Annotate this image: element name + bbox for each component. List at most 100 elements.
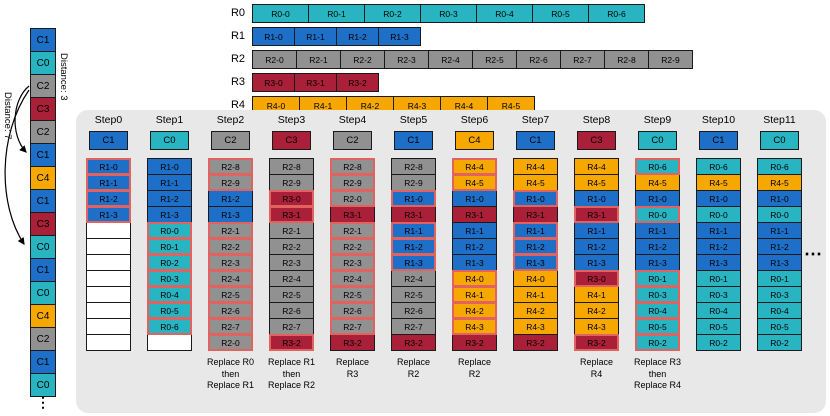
buffer-slot: R2-0 xyxy=(208,334,253,351)
step-access-cell: C0 xyxy=(760,131,799,150)
buffer-slot: R2-5 xyxy=(269,286,314,303)
continuation-ellipsis: ⋯ xyxy=(804,244,822,264)
buffer-slot: R2-5 xyxy=(330,286,375,303)
buffer-slot: R0-4 xyxy=(635,302,680,319)
buffer-slot: R0-5 xyxy=(147,302,192,319)
buffer-slot: R3-0 xyxy=(574,270,619,287)
step-note: Replace R3 then Replace R4 xyxy=(633,357,682,391)
buffer-stack: R0-6 R4-5 R1-0 R0-0 R1-1 R1-2 R1-3 R0-1 R0-3 R0-4… xyxy=(696,158,741,351)
buffer-stack: R2-8 R2-9 R1-2 R1-3 R2-1 R2-2 R2-3 R2-4 R2-5 R2-6… xyxy=(208,158,253,351)
buffer-slot-empty xyxy=(86,302,131,319)
buffer-slot: R1-1 xyxy=(757,222,802,239)
buffer-slot: R0-0 xyxy=(757,206,802,223)
buffer-stack: R4-4 R4-5 R1-0 R3-1 R1-1 R1-2 R1-3 R4-0 R4-1 R4-2… xyxy=(452,158,497,351)
step-label: Step4 xyxy=(338,114,367,126)
access-cell: C1 xyxy=(30,28,56,52)
access-cell: C0 xyxy=(30,51,56,75)
row-label: R0 xyxy=(230,7,245,19)
buffer-slot: R2-1 xyxy=(269,222,314,239)
buffer-slot: R2-7 xyxy=(391,318,436,335)
buffer-slot: R2-9 xyxy=(330,174,375,191)
row-cell: R0-6 xyxy=(588,4,645,23)
buffer-slot: R1-3 xyxy=(452,254,497,271)
step-column: Step6 C4 R4-4 R4-5 R1-0 R3-1 R1-1 R1-2 R1-3 R4-0 R… xyxy=(452,114,497,392)
buffer-slot: R0-3 xyxy=(757,286,802,303)
buffer-slot: R1-3 xyxy=(635,254,680,271)
buffer-slot: R1-3 xyxy=(147,206,192,223)
buffer-slot: R2-2 xyxy=(330,238,375,255)
buffer-slot: R2-8 xyxy=(391,158,436,175)
source-row-r0: R0 R0-0 R0-1 R0-2 R0-3 R0-4 R0-5 R0-6 xyxy=(202,4,693,23)
buffer-slot: R4-4 xyxy=(574,158,619,175)
buffer-slot: R1-1 xyxy=(391,222,436,239)
row-label: R4 xyxy=(230,99,245,111)
buffer-slot: R3-1 xyxy=(330,206,375,223)
buffer-slot: R2-4 xyxy=(208,270,253,287)
row-cell: R0-1 xyxy=(308,4,365,23)
buffer-slot: R1-1 xyxy=(635,222,680,239)
buffer-slot: R1-0 xyxy=(391,190,436,207)
buffer-slot: R3-2 xyxy=(330,334,375,351)
buffer-slot: R0-5 xyxy=(757,318,802,335)
buffer-slot: R2-1 xyxy=(330,222,375,239)
buffer-slot: R2-6 xyxy=(330,302,375,319)
row-cell: R0-2 xyxy=(364,4,421,23)
buffer-slot: R1-1 xyxy=(696,222,741,239)
buffer-slot: R2-7 xyxy=(330,318,375,335)
buffer-slot: R2-8 xyxy=(208,158,253,175)
buffer-slot: R0-0 xyxy=(696,206,741,223)
buffer-slot: R3-2 xyxy=(269,334,314,351)
step-label: Step9 xyxy=(643,114,672,126)
buffer-slot: R3-2 xyxy=(513,334,558,351)
buffer-slot: R4-0 xyxy=(513,270,558,287)
row-label: R3 xyxy=(230,76,245,88)
buffer-slot: R4-3 xyxy=(574,318,619,335)
buffer-slot: R4-4 xyxy=(513,158,558,175)
buffer-slot: R4-4 xyxy=(452,158,497,175)
buffer-slot: R1-0 xyxy=(757,190,802,207)
buffer-slot: R3-1 xyxy=(574,206,619,223)
buffer-stack: R1-0 R1-1 R1-2 R1-3 xyxy=(86,158,131,351)
step-access-cell: C3 xyxy=(577,131,616,150)
buffer-slot: R4-5 xyxy=(513,174,558,191)
access-cell: C1 xyxy=(30,258,56,282)
buffer-slot: R1-1 xyxy=(147,174,192,191)
buffer-stack: R0-6 R4-5 R1-0 R0-0 R1-1 R1-2 R1-3 R0-1 R0-3 R0-4… xyxy=(757,158,802,351)
step-label: Step1 xyxy=(155,114,184,126)
source-row-r3: R3 R3-0 R3-1 R3-2 xyxy=(202,73,693,92)
row-cell: R3-2 xyxy=(336,73,379,92)
step-label: Step5 xyxy=(399,114,428,126)
step-column: Step2 C2 R2-8 R2-9 R1-2 R1-3 R2-1 R2-2 R2-3 R2-4 R… xyxy=(207,114,254,392)
buffer-slot: R1-1 xyxy=(452,222,497,239)
buffer-slot: R0-6 xyxy=(696,158,741,175)
buffer-slot: R2-1 xyxy=(208,222,253,239)
buffer-slot: R3-1 xyxy=(452,206,497,223)
buffer-stack: R0-6 R4-5 R1-0 R0-0 R1-1 R1-2 R1-3 R0-1 R0-3 R0-4… xyxy=(635,158,680,351)
step-note: Replace R0 then Replace R1 xyxy=(206,357,255,391)
step-label: Step2 xyxy=(216,114,245,126)
buffer-slot: R4-5 xyxy=(757,174,802,191)
buffer-slot-empty xyxy=(86,334,131,351)
buffer-slot: R1-2 xyxy=(86,190,131,207)
buffer-slot: R2-6 xyxy=(391,302,436,319)
row-cell: R2-1 xyxy=(296,50,341,69)
buffer-slot: R2-5 xyxy=(391,286,436,303)
row-cell: R0-5 xyxy=(532,4,589,23)
buffer-slot: R1-2 xyxy=(635,238,680,255)
buffer-slot: R2-7 xyxy=(269,318,314,335)
buffer-slot: R0-1 xyxy=(696,270,741,287)
buffer-slot-empty xyxy=(86,254,131,271)
row-cell: R0-3 xyxy=(420,4,477,23)
buffer-slot: R2-3 xyxy=(208,254,253,271)
buffer-slot: R0-5 xyxy=(635,318,680,335)
buffer-slot: R1-0 xyxy=(635,190,680,207)
buffer-slot: R0-2 xyxy=(696,334,741,351)
buffer-slot: R4-1 xyxy=(574,286,619,303)
buffer-slot: R2-6 xyxy=(208,302,253,319)
access-cell: C0 xyxy=(30,235,56,259)
buffer-slot: R1-2 xyxy=(391,238,436,255)
step-column: Step4 C2 R2-8 R2-9 R2-0 R3-1 R2-1 R2-2 R2-3 R2-4 R… xyxy=(330,114,375,392)
row-cell: R2-5 xyxy=(472,50,517,69)
buffer-slot: R4-5 xyxy=(452,174,497,191)
buffer-slot: R0-3 xyxy=(147,270,192,287)
